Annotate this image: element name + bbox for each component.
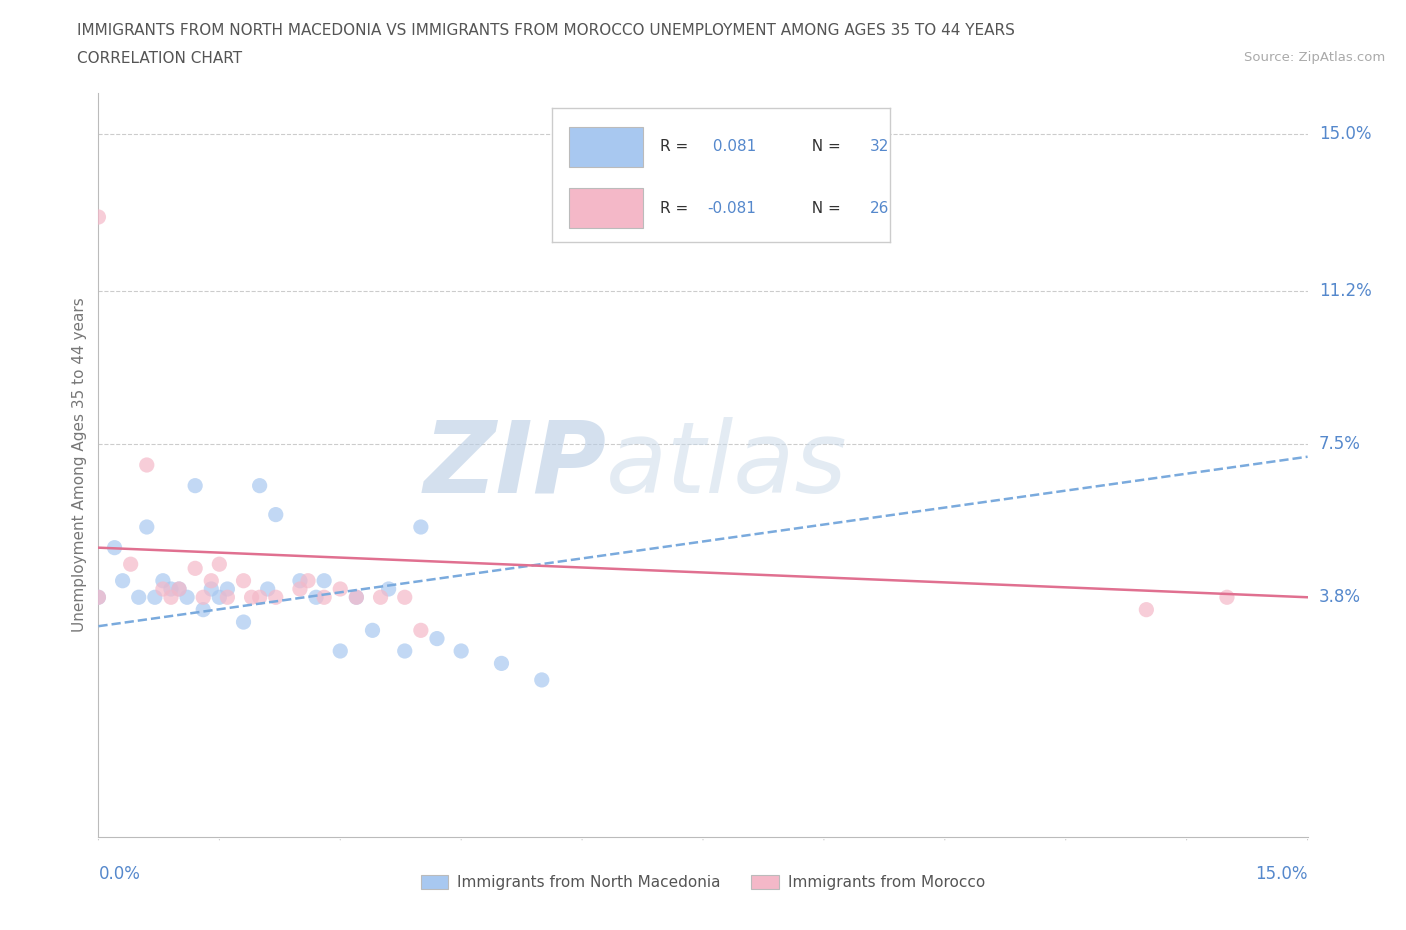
Text: 7.5%: 7.5% <box>1319 435 1361 453</box>
Point <box>176 590 198 604</box>
Text: 15.0%: 15.0% <box>1319 126 1371 143</box>
Point <box>193 603 215 618</box>
Point <box>217 590 239 604</box>
Point <box>329 581 352 596</box>
Point <box>297 573 319 588</box>
Point <box>200 581 222 596</box>
Point <box>152 573 174 588</box>
Point <box>160 590 183 604</box>
Point <box>111 573 134 588</box>
Point <box>491 656 513 671</box>
Point <box>249 478 271 493</box>
Point <box>314 573 336 588</box>
Point <box>193 590 215 604</box>
Point <box>240 590 263 604</box>
Point <box>1135 603 1157 618</box>
Text: atlas: atlas <box>606 417 848 513</box>
Point <box>394 590 416 604</box>
Point <box>87 209 110 224</box>
Point <box>426 631 449 646</box>
Point <box>314 590 336 604</box>
Point <box>344 590 367 604</box>
Legend: Immigrants from North Macedonia, Immigrants from Morocco: Immigrants from North Macedonia, Immigra… <box>415 869 991 897</box>
Point <box>288 573 311 588</box>
Point <box>135 520 157 535</box>
Text: ZIP: ZIP <box>423 417 606 513</box>
Point <box>184 561 207 576</box>
Text: 0.0%: 0.0% <box>98 865 141 883</box>
Text: CORRELATION CHART: CORRELATION CHART <box>77 51 242 66</box>
Point <box>256 581 278 596</box>
Point <box>167 581 190 596</box>
Point <box>288 581 311 596</box>
Point <box>208 557 231 572</box>
Point <box>200 573 222 588</box>
Point <box>409 623 432 638</box>
Point <box>232 573 254 588</box>
Point <box>184 478 207 493</box>
Text: 3.8%: 3.8% <box>1319 589 1361 606</box>
Point <box>394 644 416 658</box>
Text: Source: ZipAtlas.com: Source: ZipAtlas.com <box>1244 51 1385 64</box>
Point <box>103 540 125 555</box>
Text: 11.2%: 11.2% <box>1319 283 1371 300</box>
Point <box>264 507 287 522</box>
Point <box>232 615 254 630</box>
Point <box>160 581 183 596</box>
Point <box>305 590 328 604</box>
Point <box>87 590 110 604</box>
Text: 15.0%: 15.0% <box>1256 865 1308 883</box>
Point <box>143 590 166 604</box>
Text: IMMIGRANTS FROM NORTH MACEDONIA VS IMMIGRANTS FROM MOROCCO UNEMPLOYMENT AMONG AG: IMMIGRANTS FROM NORTH MACEDONIA VS IMMIG… <box>77 23 1015 38</box>
Point <box>167 581 190 596</box>
Point <box>361 623 384 638</box>
Point <box>217 581 239 596</box>
Point <box>208 590 231 604</box>
Point <box>249 590 271 604</box>
Point <box>530 672 553 687</box>
Point <box>409 520 432 535</box>
Point <box>370 590 392 604</box>
Point <box>450 644 472 658</box>
Point <box>120 557 142 572</box>
Point <box>87 590 110 604</box>
Point <box>329 644 352 658</box>
Point <box>135 458 157 472</box>
Point <box>377 581 399 596</box>
Point <box>152 581 174 596</box>
Y-axis label: Unemployment Among Ages 35 to 44 years: Unemployment Among Ages 35 to 44 years <box>72 298 87 632</box>
Point <box>344 590 367 604</box>
Point <box>264 590 287 604</box>
Point <box>128 590 150 604</box>
Point <box>1216 590 1239 604</box>
